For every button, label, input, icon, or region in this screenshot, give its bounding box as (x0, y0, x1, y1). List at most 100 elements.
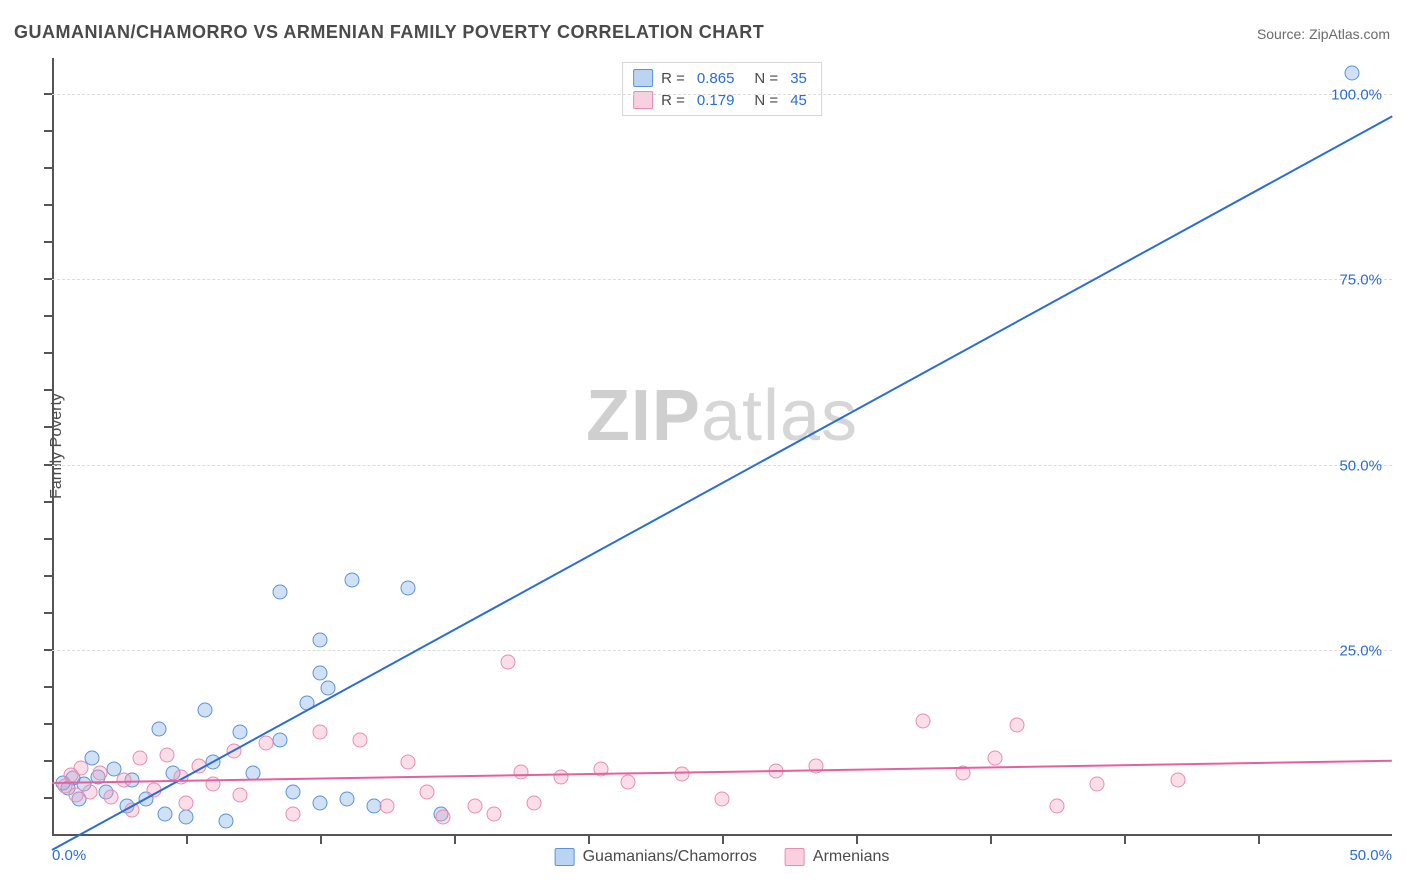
y-tick (44, 241, 52, 243)
data-point-pink (93, 766, 108, 781)
swatch-blue-icon (633, 69, 653, 87)
source-attribution: Source: ZipAtlas.com (1257, 26, 1390, 42)
gridline-h (52, 650, 1392, 651)
y-axis-line (52, 58, 54, 836)
swatch-pink-icon (785, 848, 805, 866)
y-tick-label: 75.0% (1339, 272, 1382, 289)
data-point-pink (380, 799, 395, 814)
y-tick (44, 797, 52, 799)
y-tick (44, 130, 52, 132)
source-label: Source: (1257, 26, 1309, 42)
y-tick (44, 723, 52, 725)
data-point-pink (1170, 773, 1185, 788)
data-point-pink (916, 714, 931, 729)
data-point-blue (197, 703, 212, 718)
legend-label: Guamanians/Chamorros (583, 848, 757, 866)
y-tick (44, 278, 52, 280)
y-tick (44, 93, 52, 95)
y-tick (44, 167, 52, 169)
data-point-pink (715, 791, 730, 806)
x-tick-label: 0.0% (52, 847, 86, 864)
watermark-bold: ZIP (586, 376, 701, 456)
data-point-pink (286, 806, 301, 821)
y-tick-label: 25.0% (1339, 642, 1382, 659)
data-point-blue (157, 806, 172, 821)
legend-label: Armenians (813, 848, 889, 866)
data-point-blue (345, 573, 360, 588)
data-point-blue (321, 680, 336, 695)
data-point-pink (621, 774, 636, 789)
data-point-blue (313, 632, 328, 647)
y-tick (44, 389, 52, 391)
gridline-h (52, 279, 1392, 280)
data-point-pink (554, 769, 569, 784)
y-tick (44, 649, 52, 651)
r-value: 0.865 (693, 70, 739, 87)
y-tick (44, 426, 52, 428)
data-point-pink (527, 795, 542, 810)
data-point-pink (232, 788, 247, 803)
y-tick (44, 204, 52, 206)
data-point-pink (1090, 777, 1105, 792)
plot-area: ZIPatlas R = 0.865 N = 35 R = 0.179 N = … (52, 58, 1392, 836)
data-point-pink (988, 751, 1003, 766)
y-tick (44, 760, 52, 762)
n-value: 35 (786, 70, 811, 87)
x-tick (454, 836, 456, 844)
x-tick (186, 836, 188, 844)
x-tick (990, 836, 992, 844)
legend-series: Guamanians/Chamorros Armenians (555, 848, 890, 866)
data-point-pink (1009, 717, 1024, 732)
watermark: ZIPatlas (586, 375, 858, 457)
data-point-blue (286, 784, 301, 799)
data-point-blue (339, 791, 354, 806)
chart-title: GUAMANIAN/CHAMORRO VS ARMENIAN FAMILY PO… (14, 22, 764, 43)
data-point-pink (487, 806, 502, 821)
data-point-pink (133, 751, 148, 766)
data-point-blue (272, 732, 287, 747)
data-point-pink (313, 725, 328, 740)
data-point-pink (82, 784, 97, 799)
data-point-pink (468, 799, 483, 814)
data-point-pink (179, 795, 194, 810)
x-tick (1124, 836, 1126, 844)
x-tick-label: 50.0% (1349, 847, 1392, 864)
y-tick (44, 612, 52, 614)
data-point-pink (436, 810, 451, 825)
gridline-h (52, 94, 1392, 95)
data-point-blue (219, 814, 234, 829)
data-point-pink (500, 654, 515, 669)
data-point-blue (232, 725, 247, 740)
data-point-blue (313, 666, 328, 681)
data-point-pink (1050, 799, 1065, 814)
legend-stats-row-pink: R = 0.179 N = 45 (633, 89, 811, 111)
data-point-pink (160, 747, 175, 762)
x-tick (320, 836, 322, 844)
data-point-blue (272, 585, 287, 600)
watermark-light: atlas (701, 376, 858, 456)
y-tick (44, 501, 52, 503)
legend-stats-row-blue: R = 0.865 N = 35 (633, 67, 811, 89)
y-tick-label: 50.0% (1339, 457, 1382, 474)
data-point-pink (103, 789, 118, 804)
gridline-h (52, 465, 1392, 466)
data-point-blue (401, 580, 416, 595)
y-tick (44, 315, 52, 317)
data-point-blue (1344, 65, 1359, 80)
legend-item-pink: Armenians (785, 848, 889, 866)
data-point-pink (259, 736, 274, 751)
data-point-pink (514, 764, 529, 779)
chart-container: GUAMANIAN/CHAMORRO VS ARMENIAN FAMILY PO… (0, 0, 1406, 892)
data-point-blue (179, 810, 194, 825)
y-tick-label: 100.0% (1331, 87, 1382, 104)
data-point-pink (420, 784, 435, 799)
data-point-pink (401, 754, 416, 769)
trend-line-blue (51, 115, 1392, 850)
y-tick (44, 538, 52, 540)
legend-item-blue: Guamanians/Chamorros (555, 848, 757, 866)
swatch-blue-icon (555, 848, 575, 866)
data-point-pink (58, 778, 73, 793)
data-point-blue (152, 721, 167, 736)
y-tick (44, 464, 52, 466)
legend-stats: R = 0.865 N = 35 R = 0.179 N = 45 (622, 62, 822, 116)
